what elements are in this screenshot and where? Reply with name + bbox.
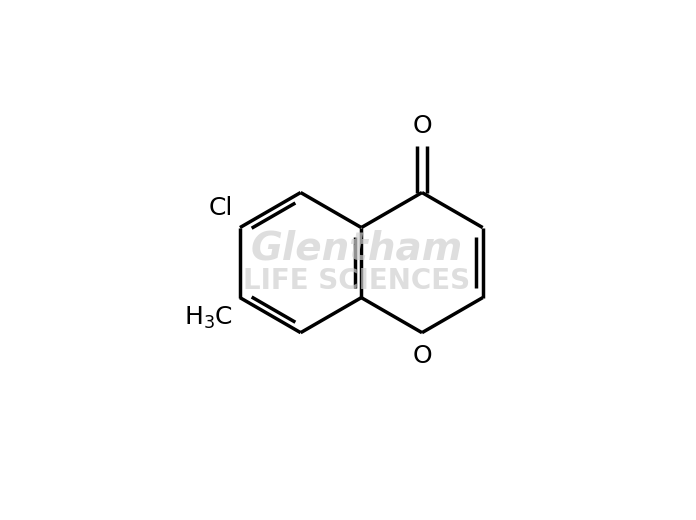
Text: Cl: Cl	[208, 197, 232, 220]
Text: Glentham: Glentham	[251, 230, 463, 268]
Text: O: O	[412, 114, 432, 138]
Text: LIFE SCIENCES: LIFE SCIENCES	[243, 267, 470, 295]
Text: H$_3$C: H$_3$C	[184, 305, 232, 331]
Text: O: O	[412, 344, 432, 368]
